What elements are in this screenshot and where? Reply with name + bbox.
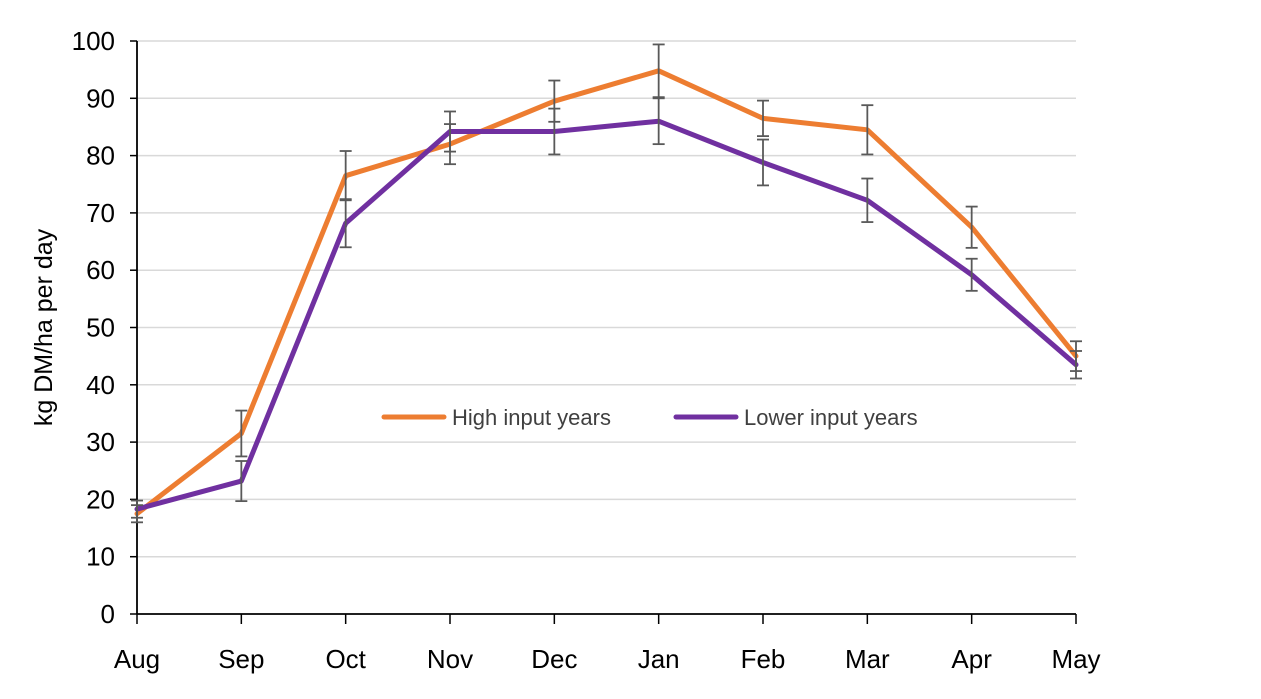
x-tick-label: May	[1051, 644, 1100, 674]
x-tick-label: Aug	[114, 644, 160, 674]
series-lines	[134, 68, 1079, 517]
error-bar	[652, 97, 665, 146]
x-tick-label: Nov	[427, 644, 473, 674]
y-tick-label: 30	[86, 427, 115, 457]
legend-label: High input years	[452, 405, 611, 430]
error-bar	[757, 138, 769, 187]
y-axis-title: kg DM/ha per day	[30, 228, 58, 426]
x-tick-label: Feb	[741, 644, 786, 674]
x-tick-labels: Aug Sep Oct Nov Dec Jan Feb Mar Apr May	[114, 644, 1101, 674]
y-tick-label: 100	[72, 26, 115, 56]
error-bar	[235, 409, 248, 458]
error-bars	[131, 43, 1082, 524]
y-tick-labels: 0 10 20 30 40 50 60 70 80 90 100	[72, 26, 115, 629]
x-tick-label: Sep	[218, 644, 264, 674]
error-bar	[861, 104, 874, 156]
y-tick-label: 20	[86, 484, 115, 514]
error-bar	[444, 110, 456, 153]
y-tick-label: 0	[101, 599, 115, 629]
legend-label: Lower input years	[744, 405, 918, 430]
error-bar	[861, 177, 874, 223]
y-tick-label: 60	[86, 255, 115, 285]
error-bar	[548, 107, 561, 156]
series-line-high-input	[134, 68, 1079, 517]
x-tick-label: Apr	[951, 644, 992, 674]
error-bar	[757, 99, 769, 138]
error-bar	[652, 43, 665, 99]
y-tick-label: 90	[86, 83, 115, 113]
x-tick-label: Jan	[638, 644, 680, 674]
error-bar	[1070, 350, 1082, 380]
error-bar	[131, 499, 143, 519]
error-bar	[235, 460, 248, 503]
y-tick-label: 70	[86, 198, 115, 228]
error-bar	[965, 205, 978, 249]
error-bar	[339, 198, 352, 249]
series-line-lower-input	[134, 118, 1079, 512]
y-tick-label: 80	[86, 141, 115, 171]
legend: High input years Lower input years	[381, 405, 918, 430]
x-tick-label: Mar	[845, 644, 890, 674]
gridlines	[137, 40, 1076, 558]
x-tick-label: Oct	[325, 644, 366, 674]
y-tick-label: 50	[86, 313, 115, 343]
error-bar	[965, 257, 978, 292]
y-tick-label: 40	[86, 370, 115, 400]
y-tick-label: 10	[86, 542, 115, 572]
x-tick-label: Dec	[531, 644, 577, 674]
